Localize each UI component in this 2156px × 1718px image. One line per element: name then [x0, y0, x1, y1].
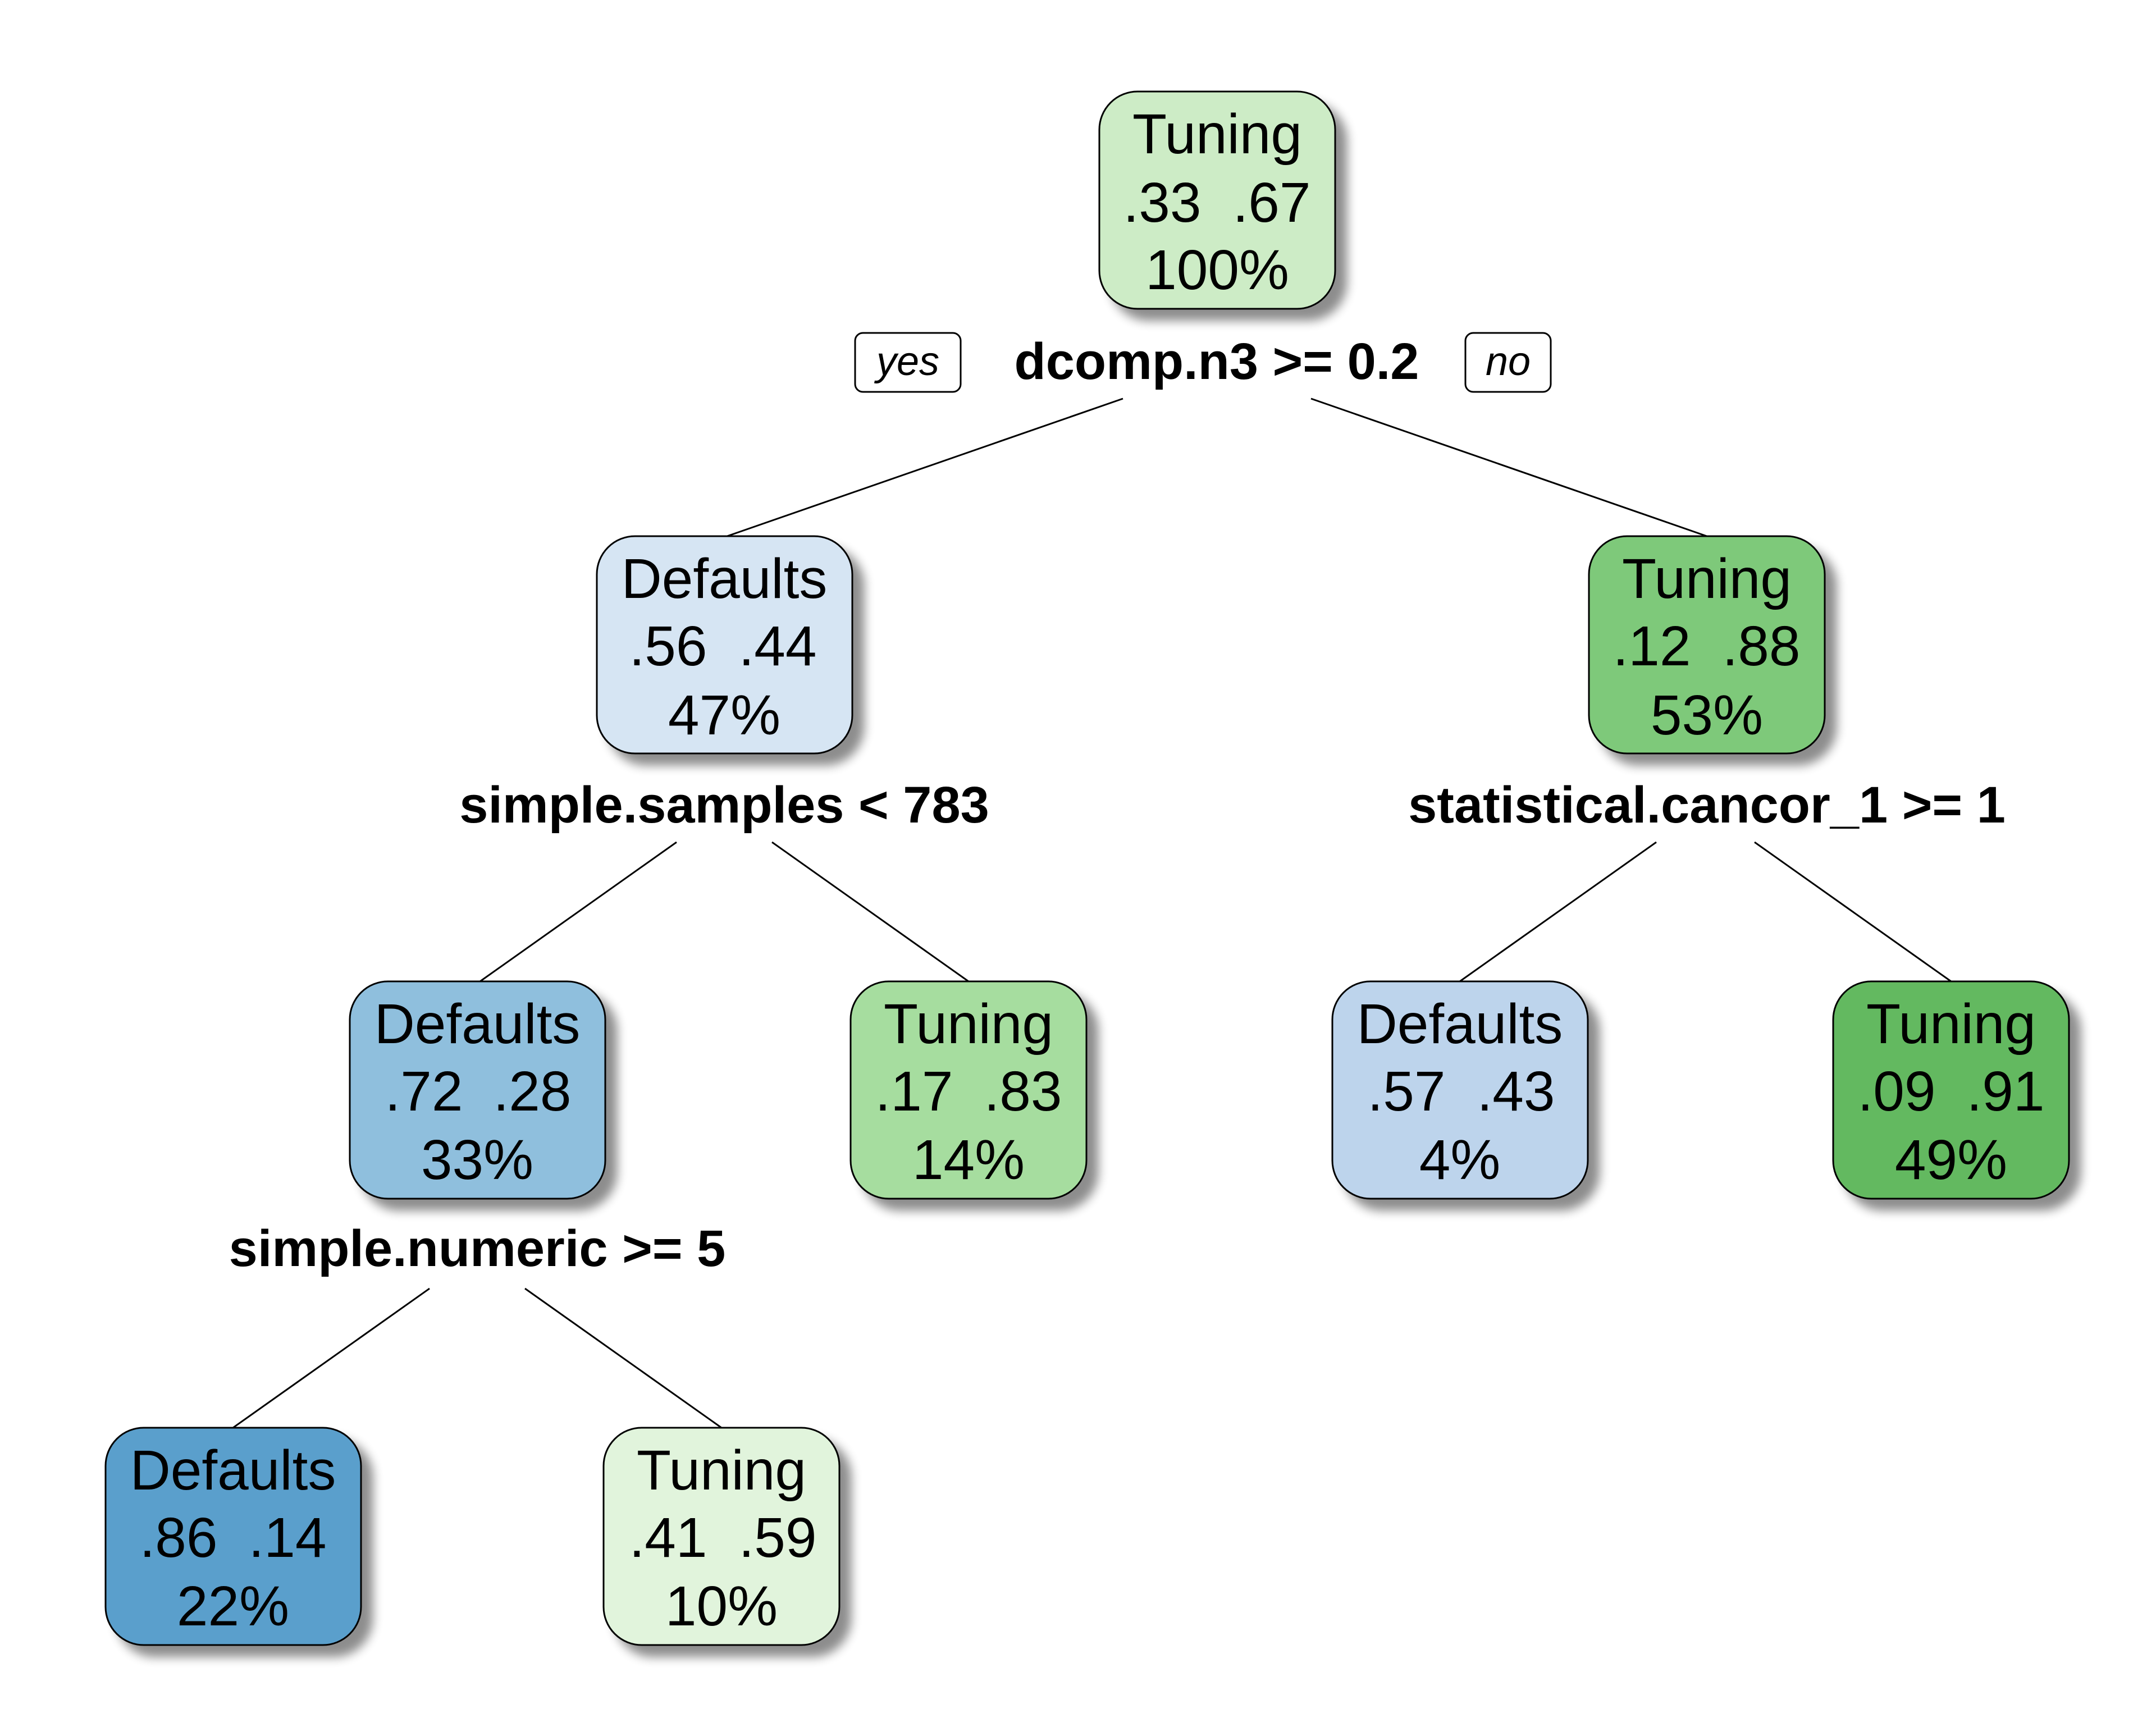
node-3: Tuning .12 .88 53% — [1588, 535, 1826, 755]
node-class-label: Tuning — [1622, 547, 1792, 610]
node-percent: 4% — [1419, 1128, 1501, 1191]
yes-tag-box — [854, 332, 962, 393]
node-5: Tuning .17 .83 14% — [849, 980, 1088, 1200]
node-box — [1098, 90, 1336, 310]
edge-n4-n8 — [232, 1287, 430, 1429]
node-percent: 33% — [421, 1128, 533, 1191]
node-class-label: Tuning — [1132, 103, 1302, 166]
node-prob-defaults: .33 — [1123, 171, 1201, 234]
node-percent: 49% — [1895, 1128, 2007, 1191]
edge-n4-n9 — [524, 1287, 722, 1429]
edge-n2-n4 — [479, 841, 677, 983]
node-box — [602, 1427, 841, 1646]
edge-n1-n2 — [727, 397, 1123, 537]
node-percent: 22% — [177, 1575, 289, 1638]
edge-n2-n5 — [771, 841, 969, 983]
node-prob-tuning: .14 — [248, 1506, 326, 1569]
node-box — [596, 535, 853, 755]
split-rule-simple-numeric: simple.numeric >= 5 — [229, 1220, 726, 1277]
node-percent: 10% — [665, 1575, 778, 1638]
node-prob-tuning: .44 — [738, 615, 816, 678]
node-6: Defaults .57 .43 4% — [1331, 980, 1589, 1200]
node-prob-defaults: .72 — [385, 1060, 463, 1123]
node-prob-defaults: .17 — [875, 1060, 953, 1123]
node-prob-tuning: .88 — [1722, 615, 1800, 678]
node-box — [1588, 535, 1826, 755]
node-1: Tuning .33 .67 100% — [1098, 90, 1336, 310]
node-prob-defaults: .86 — [139, 1506, 217, 1569]
node-class-label: Tuning — [637, 1439, 806, 1502]
node-prob-tuning: .43 — [1477, 1060, 1555, 1123]
split-rule-cancor: statistical.cancor_1 >= 1 — [1408, 776, 2006, 834]
node-prob-tuning: .28 — [493, 1060, 571, 1123]
node-7: Tuning .09 .91 49% — [1832, 980, 2070, 1200]
node-percent: 47% — [668, 684, 780, 747]
node-class-label: Defaults — [1357, 993, 1563, 1056]
node-prob-defaults: .12 — [1613, 615, 1691, 678]
node-percent: 100% — [1145, 239, 1289, 301]
node-prob-tuning: .91 — [1966, 1060, 2044, 1123]
edge-n3-n7 — [1754, 841, 1952, 983]
node-box — [1331, 980, 1589, 1200]
no-tag-box — [1464, 332, 1552, 393]
node-prob-defaults: .57 — [1367, 1060, 1445, 1123]
node-2: Defaults .56 .44 47% — [596, 535, 853, 755]
split-rule-simple-samples: simple.samples < 783 — [459, 776, 989, 834]
edge-n1-n3 — [1310, 397, 1707, 537]
node-box — [104, 1427, 362, 1646]
node-prob-defaults: .09 — [1857, 1060, 1935, 1123]
node-prob-tuning: .83 — [984, 1060, 1062, 1123]
node-percent: 14% — [912, 1128, 1025, 1191]
node-class-label: Defaults — [374, 993, 581, 1056]
node-4: Defaults .72 .28 33% — [349, 980, 606, 1200]
node-class-label: Defaults — [130, 1439, 336, 1502]
node-class-label: Tuning — [1866, 993, 2036, 1056]
split-rule-dcomp: dcomp.n3 >= 0.2 — [1015, 333, 1419, 390]
no-tag-label: no — [1486, 339, 1531, 384]
split-labels: dcomp.n3 >= 0.2 simple.samples < 783 sta… — [229, 333, 2006, 1277]
edge-n3-n6 — [1459, 841, 1657, 983]
node-8: Defaults .86 .14 22% — [104, 1427, 362, 1646]
node-box — [349, 980, 606, 1200]
node-box — [849, 980, 1088, 1200]
node-prob-defaults: .41 — [629, 1506, 707, 1569]
node-percent: 53% — [1651, 684, 1763, 747]
yes-tag-label: yes — [874, 339, 939, 384]
no-tag: no — [1464, 332, 1552, 393]
node-9: Tuning .41 .59 10% — [602, 1427, 841, 1646]
tree-edges — [232, 397, 1952, 1429]
node-class-label: Tuning — [884, 993, 1053, 1056]
node-prob-defaults: .56 — [629, 615, 707, 678]
node-prob-tuning: .67 — [1232, 171, 1310, 234]
node-box — [1832, 980, 2070, 1200]
node-class-label: Defaults — [622, 547, 828, 610]
yes-tag: yes — [854, 332, 962, 393]
node-prob-tuning: .59 — [738, 1506, 816, 1569]
